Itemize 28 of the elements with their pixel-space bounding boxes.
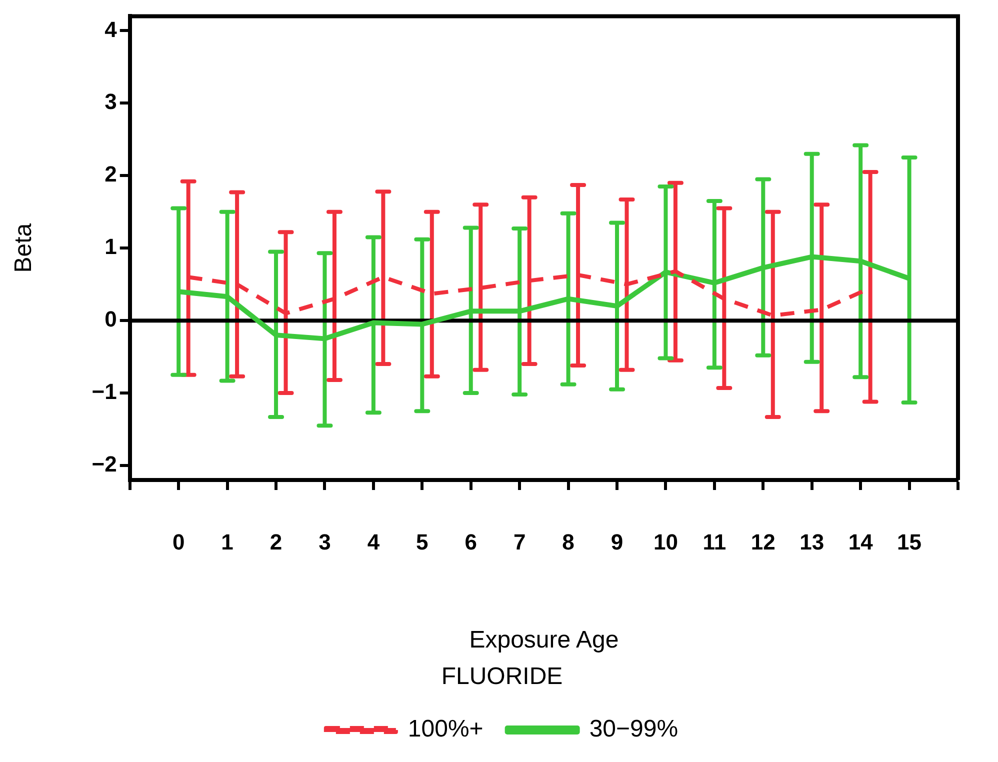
y-tick-label: 3 xyxy=(104,89,117,114)
x-tick-label: 15 xyxy=(897,529,922,554)
x-tick-label: 13 xyxy=(800,529,824,554)
x-tick-label: 10 xyxy=(653,529,678,554)
x-tick-label: 14 xyxy=(848,529,874,554)
x-tick-label: 3 xyxy=(318,529,331,554)
y-tick-label: 1 xyxy=(104,234,117,260)
x-axis-title: Exposure Age xyxy=(469,626,619,654)
x-tick-label: 7 xyxy=(513,529,526,554)
y-tick-label: 4 xyxy=(104,16,118,42)
x-tick-label: 12 xyxy=(750,529,776,554)
y-axis-title: Beta xyxy=(10,222,38,273)
y-tick-label: −1 xyxy=(92,379,117,404)
y-tick-label: 2 xyxy=(104,162,117,187)
x-tick-label: 4 xyxy=(367,529,380,554)
x-tick-label: 2 xyxy=(270,529,282,554)
y-tick-label: −2 xyxy=(92,452,117,477)
x-tick-label: 6 xyxy=(464,529,477,554)
x-tick-label: 5 xyxy=(416,529,428,554)
y-tick-label: 0 xyxy=(104,306,117,332)
legend-label: 30−99% xyxy=(589,716,678,743)
x-tick-label: 1 xyxy=(221,529,234,554)
x-tick-label: 9 xyxy=(610,529,624,554)
legend-label: 100%+ xyxy=(408,716,484,743)
x-tick-label: 11 xyxy=(702,529,726,554)
x-tick-label: 8 xyxy=(562,529,574,554)
legend-title: FLUORIDE xyxy=(441,662,563,690)
x-tick-label: 0 xyxy=(172,529,185,554)
